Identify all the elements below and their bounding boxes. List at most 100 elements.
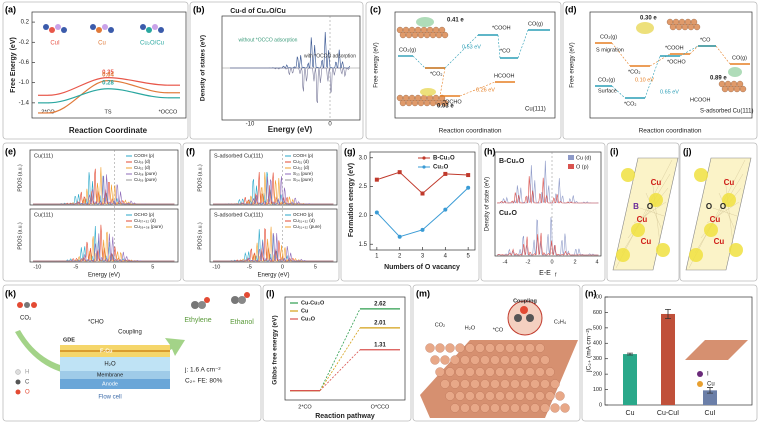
panel-label: (h) xyxy=(484,146,496,156)
surface-atom xyxy=(490,355,500,365)
atom-label: Cu xyxy=(637,215,648,224)
panel-frame xyxy=(412,284,581,422)
atom xyxy=(423,31,431,39)
label: S-adsorbed Cu(111) xyxy=(214,153,263,159)
molecule-atom xyxy=(231,296,239,304)
y-tick-label: 600 xyxy=(593,310,602,316)
legend-atom xyxy=(15,369,21,375)
legend-label: Cu₂O xyxy=(433,165,449,171)
y-tick-label: -1.0 xyxy=(19,80,30,86)
bond xyxy=(724,177,734,245)
plot-box xyxy=(394,11,556,119)
surface-atom xyxy=(455,343,465,353)
label: Density of states (eV) xyxy=(200,35,207,101)
plot-box xyxy=(29,208,179,263)
plot-box xyxy=(31,11,187,119)
label: Energy (eV) xyxy=(257,273,289,279)
sulfur-atom xyxy=(649,193,663,207)
label: j: 1.6 A cm⁻² xyxy=(184,367,221,374)
label: E-E xyxy=(539,270,551,277)
surface-atom xyxy=(525,391,535,401)
label: H xyxy=(25,370,29,376)
label: Cu xyxy=(707,382,715,388)
x-tick-label: TS xyxy=(104,109,111,115)
atom xyxy=(411,31,419,39)
dos-curve xyxy=(33,233,175,262)
panel-frame xyxy=(262,284,412,422)
axis-title: Reaction pathway xyxy=(315,413,375,420)
sulfur-atom xyxy=(616,248,630,262)
bond xyxy=(712,207,738,217)
sulfur-atom xyxy=(722,193,736,207)
barrier-label: 0.35 xyxy=(102,70,114,76)
label: C₂H₄ xyxy=(554,319,567,325)
panel-frame xyxy=(2,1,189,140)
surface-atom xyxy=(490,403,500,413)
error-bar xyxy=(707,387,713,394)
marker xyxy=(443,207,448,212)
surface-atom xyxy=(435,367,445,377)
panel-frame xyxy=(480,142,606,282)
connector xyxy=(319,349,361,391)
molecule-atom xyxy=(514,314,522,322)
process-arrow xyxy=(15,330,185,376)
connector xyxy=(459,81,496,97)
surface-atom xyxy=(485,391,495,401)
label: CO₂ xyxy=(20,316,32,322)
label: Cu₃₁₊₃₂ (pure) xyxy=(293,224,322,229)
y-tick-label: 400 xyxy=(593,341,602,347)
panel-label: (k) xyxy=(5,288,16,298)
bond xyxy=(645,192,663,231)
panel-frame xyxy=(679,142,758,282)
label: Surface xyxy=(598,88,617,94)
atom xyxy=(739,85,747,93)
atom-label: Cu xyxy=(710,215,721,224)
bond xyxy=(718,192,736,231)
surface-atom xyxy=(525,367,535,377)
molecule-atom xyxy=(17,302,23,308)
surface-atom xyxy=(465,391,475,401)
icon-atom xyxy=(146,27,152,33)
label: GDE xyxy=(63,337,75,343)
surface-atom xyxy=(440,379,450,389)
legend-atom xyxy=(15,389,21,395)
cell-layer xyxy=(60,371,170,379)
x-tick-label: O*CCO xyxy=(371,404,390,410)
y-tick-label: 2.5 xyxy=(359,184,368,190)
surface-atom xyxy=(525,343,535,353)
molecule-atom xyxy=(191,301,199,309)
atom xyxy=(405,99,413,107)
label: Cu₃₁ (d) xyxy=(293,159,309,164)
plot-box xyxy=(29,149,179,206)
label: -4 xyxy=(503,259,508,265)
label: 0.65 eV xyxy=(660,89,679,95)
label: Cu₃₂ (d) xyxy=(293,165,310,170)
label: CO₂(g) xyxy=(600,34,617,40)
panel-frame xyxy=(562,1,758,140)
label: HCOOH xyxy=(690,97,711,103)
bar xyxy=(703,390,717,405)
atom xyxy=(438,26,446,34)
bar xyxy=(623,354,637,405)
legend-label: B-Cu₂O xyxy=(433,156,455,162)
label: OCHO (p) xyxy=(293,212,314,217)
bond xyxy=(651,177,661,245)
energy-curve xyxy=(47,80,169,114)
plot-box xyxy=(209,149,338,206)
y-tick-label: 2.0 xyxy=(359,213,368,219)
legend-label: CuI xyxy=(50,41,60,47)
panel-frame xyxy=(2,284,262,422)
legend-marker xyxy=(422,156,426,160)
label: Cu₃₈ (pure) xyxy=(134,171,157,176)
label: -10 xyxy=(246,122,255,128)
dos-curve xyxy=(230,67,350,104)
surface-atom xyxy=(470,355,480,365)
panel-frame xyxy=(182,142,340,282)
y-tick-label: 100 xyxy=(593,387,602,393)
label: f xyxy=(555,272,557,278)
label: 0.26 eV xyxy=(476,87,495,93)
marker xyxy=(466,185,471,190)
connector xyxy=(412,55,426,69)
atom xyxy=(429,99,437,107)
surface-atom xyxy=(530,379,540,389)
